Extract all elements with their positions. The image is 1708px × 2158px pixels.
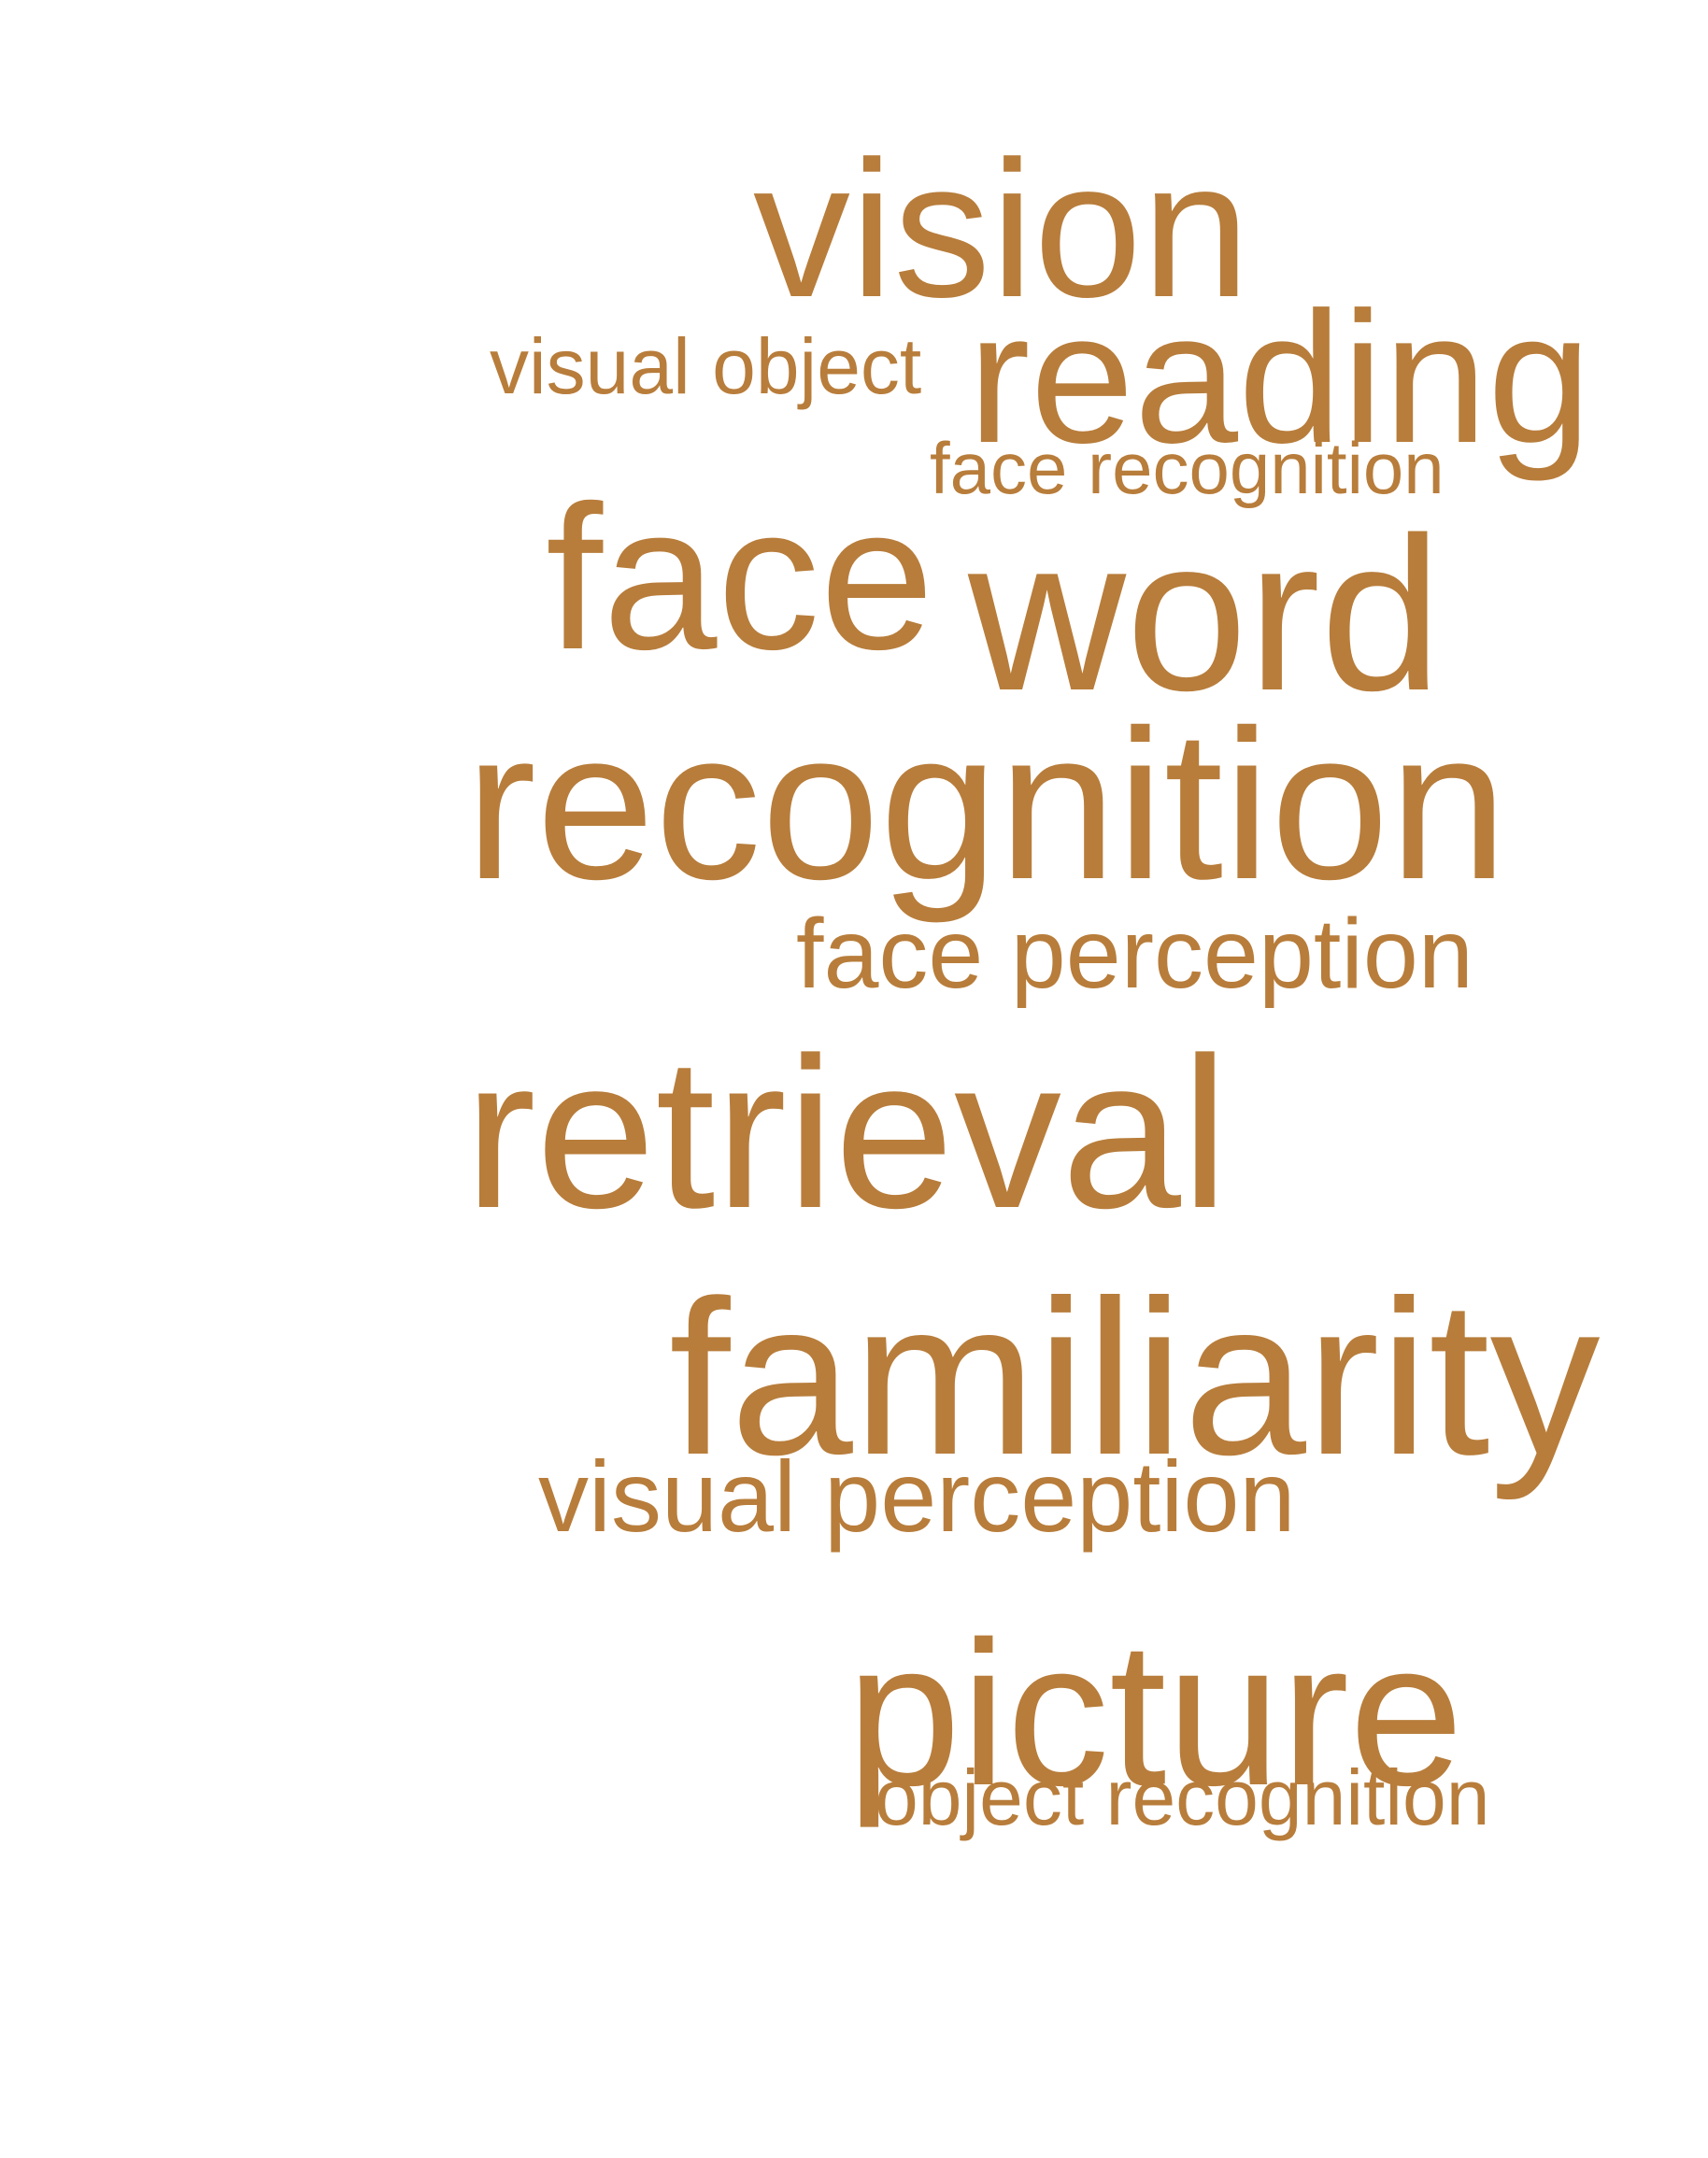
word-familiarity: familiarity xyxy=(669,1255,1601,1501)
word-face-recognition: face recognition xyxy=(930,427,1445,509)
word-recognition: recognition xyxy=(465,687,1508,924)
word-object-recognition: object recognition xyxy=(875,1753,1490,1841)
word-retrieval: retrieval xyxy=(464,1013,1230,1253)
word-word: word xyxy=(968,491,1443,736)
word-picture: picture xyxy=(847,1598,1464,1828)
word-visual-object: visual object xyxy=(490,322,922,410)
word-visual-perception: visual perception xyxy=(538,1440,1296,1553)
word-face: face xyxy=(546,462,934,692)
word-vision: vision xyxy=(753,121,1250,338)
word-face-perception: face perception xyxy=(796,899,1473,1009)
word-reading: reading xyxy=(968,274,1592,482)
